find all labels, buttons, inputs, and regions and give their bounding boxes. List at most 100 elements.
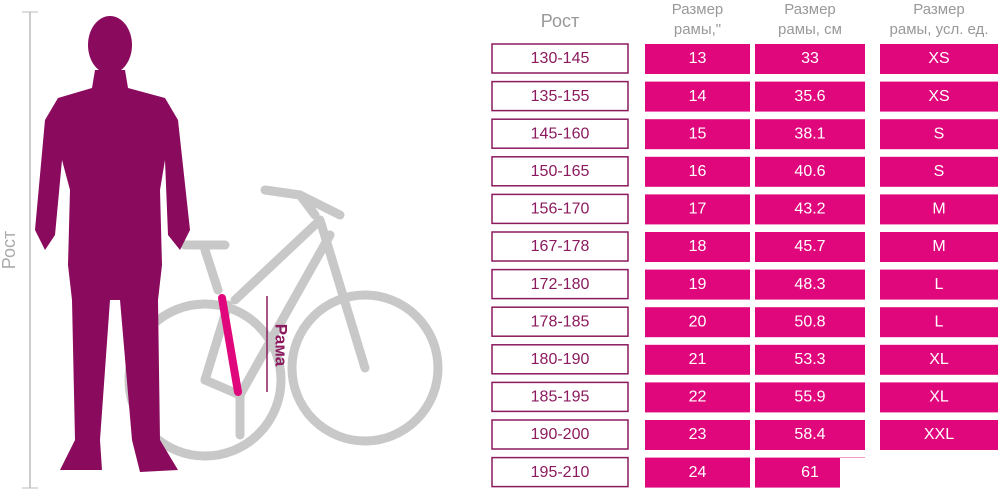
cell-text: 172-180 <box>531 276 590 293</box>
cell-text: 150-165 <box>531 163 590 180</box>
cell-text: 180-190 <box>531 351 590 368</box>
cell-box <box>645 119 750 150</box>
cell-box <box>645 420 750 450</box>
cell-box <box>755 382 865 413</box>
cell-text: 53.3 <box>794 351 825 368</box>
cell-text: 15 <box>689 125 707 142</box>
cell-text: 130-145 <box>531 50 590 67</box>
frame-label: Рама <box>272 324 291 367</box>
cell-box <box>645 382 750 413</box>
cover-box <box>840 458 998 488</box>
cell-text: XS <box>928 50 949 67</box>
cell-text: 33 <box>801 50 819 67</box>
column-header: рамы, усл. ед. <box>890 21 989 38</box>
cell-box <box>880 382 998 413</box>
cell-text: 24 <box>689 464 707 481</box>
cell-text: 58.4 <box>794 426 825 443</box>
cell-text: L <box>935 313 944 330</box>
cell-box <box>755 119 865 150</box>
cell-box <box>880 420 998 450</box>
cell-text: 178-185 <box>531 313 590 330</box>
column-header: Размер <box>784 1 836 18</box>
cell-text: XL <box>929 351 949 368</box>
cell-text: 43.2 <box>794 201 825 218</box>
cell-box <box>491 419 629 450</box>
cell-box <box>491 268 629 300</box>
cell-text: 21 <box>689 351 707 368</box>
cell-text: 185-195 <box>531 389 590 406</box>
cell-text: S <box>934 125 945 142</box>
cell-box <box>491 456 629 488</box>
column-header: Размер <box>913 1 965 18</box>
cell-box <box>880 156 998 187</box>
cell-text: 45.7 <box>794 238 825 255</box>
cell-text: 13 <box>689 50 707 67</box>
cell-text: XL <box>929 389 949 406</box>
cell-text: 167-178 <box>531 238 590 255</box>
cell-text: 17 <box>689 201 707 218</box>
cell-box <box>491 156 629 187</box>
cell-text: S <box>934 163 945 180</box>
cell-box <box>755 344 865 375</box>
cell-box <box>880 307 998 338</box>
cell-box <box>491 306 629 337</box>
cell-box <box>491 80 629 112</box>
cell-text: 20 <box>689 313 707 330</box>
cell-box <box>645 344 750 375</box>
cell-box <box>755 44 865 74</box>
cell-text: 135-155 <box>531 88 590 105</box>
cell-text: 55.9 <box>794 389 825 406</box>
cell-box <box>755 156 865 187</box>
person-silhouette <box>35 16 190 472</box>
column-header: Размер <box>672 1 724 18</box>
cell-text: 19 <box>689 276 707 293</box>
bicycle <box>124 185 443 461</box>
cell-text: 48.3 <box>794 276 825 293</box>
cell-box <box>645 307 750 338</box>
column-header: рамы, см <box>778 21 842 38</box>
frame-highlight <box>218 294 242 396</box>
cell-text: 14 <box>689 88 707 105</box>
column-header: рамы," <box>674 21 721 38</box>
cell-text: 195-210 <box>531 464 590 481</box>
cell-box <box>645 156 750 187</box>
cell-box <box>491 118 629 149</box>
cell-box <box>645 269 750 300</box>
cell-box <box>491 43 629 74</box>
cell-text: 40.6 <box>794 163 825 180</box>
cell-box <box>755 194 865 225</box>
cell-text: 35.6 <box>794 88 825 105</box>
cell-text: 156-170 <box>531 201 590 218</box>
cell-text: M <box>932 238 945 255</box>
cell-box <box>755 232 865 262</box>
cell-box <box>880 344 998 375</box>
cell-text: XXL <box>924 426 954 443</box>
cell-box <box>880 194 998 225</box>
cell-text: 23 <box>689 426 707 443</box>
cell-text: 50.8 <box>794 313 825 330</box>
cell-text: 38.1 <box>794 125 825 142</box>
cell-box <box>880 119 998 150</box>
cell-text: 61 <box>801 464 819 481</box>
cell-box <box>645 81 750 112</box>
column-header: Рост <box>541 11 579 31</box>
cell-box <box>755 307 865 338</box>
cell-box <box>645 44 750 74</box>
cell-box <box>491 193 629 225</box>
cell-box <box>755 269 865 300</box>
cell-text: XS <box>928 88 949 105</box>
cell-box <box>880 232 998 262</box>
cell-text: 145-160 <box>531 125 590 142</box>
cell-text: L <box>935 276 944 293</box>
cell-box <box>880 44 998 74</box>
cell-text: M <box>932 201 945 218</box>
cell-text: 16 <box>689 163 707 180</box>
cell-box <box>645 232 750 262</box>
cell-box <box>755 81 865 112</box>
cell-box <box>645 194 750 225</box>
cell-text: 190-200 <box>531 426 590 443</box>
side-label: Рост <box>0 231 19 269</box>
cell-box <box>491 231 629 262</box>
cell-text: 18 <box>689 238 707 255</box>
